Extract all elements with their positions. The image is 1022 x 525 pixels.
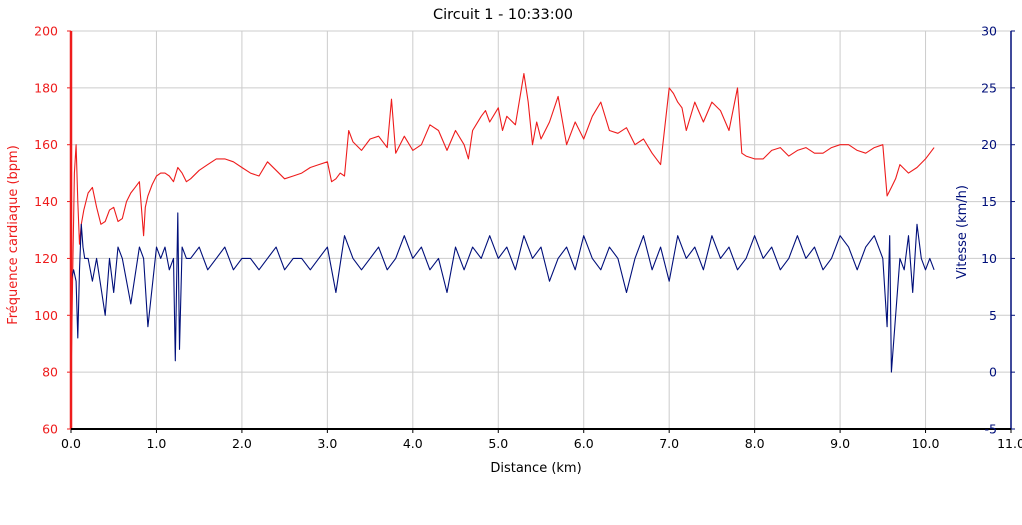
y-left-tick-label: 180 [34, 80, 58, 95]
y-axis-left-label: Fréquence cardiaque (bpm) [6, 145, 21, 325]
x-tick-label: 11.0 [997, 436, 1022, 451]
tick-labels: 0.0 1.0 2.0 3.0 4.0 5.0 6.0 7.0 8.0 9.0 10.0 11.0 60… [34, 24, 1022, 452]
y-right-tick-label: 5 [989, 308, 997, 323]
x-tick-label: 1.0 [147, 436, 167, 451]
y-left-tick-label: 140 [34, 194, 58, 209]
heart-rate-series-line [70, 73, 935, 387]
x-tick-label: 10.0 [912, 436, 940, 451]
series-layer [70, 73, 935, 387]
speed-series-line [70, 212, 935, 373]
y-left-tick-label: 80 [42, 365, 58, 380]
y-right-tick-label: -5 [985, 422, 997, 437]
y-right-tick-label: 30 [981, 24, 997, 39]
x-tick-label: 3.0 [317, 436, 337, 451]
y-left-tick-label: 200 [34, 24, 58, 39]
x-tick-label: 2.0 [232, 436, 252, 451]
y-right-tick-label: 25 [981, 80, 997, 95]
y-right-tick-label: 20 [981, 137, 997, 152]
x-tick-label: 0.0 [61, 436, 81, 451]
x-tick-label: 4.0 [403, 436, 423, 451]
y-left-tick-label: 160 [34, 137, 58, 152]
y-axis-right-label: Vitesse (km/h) [955, 185, 970, 279]
y-left-tick-label: 120 [34, 251, 58, 266]
x-tick-label: 9.0 [830, 436, 850, 451]
chart-title: Circuit 1 - 10:33:00 [433, 7, 573, 23]
x-axis-label: Distance (km) [490, 461, 581, 476]
y-right-tick-label: 0 [989, 365, 997, 380]
x-tick-label: 6.0 [574, 436, 594, 451]
y-right-tick-label: 15 [981, 194, 997, 209]
x-tick-label: 8.0 [745, 436, 765, 451]
y-left-tick-label: 100 [34, 308, 58, 323]
x-tick-label: 5.0 [488, 436, 508, 451]
y-left-tick-label: 60 [42, 422, 58, 437]
y-right-tick-label: 10 [981, 251, 997, 266]
axes [67, 30, 1015, 433]
x-tick-label: 7.0 [659, 436, 679, 451]
